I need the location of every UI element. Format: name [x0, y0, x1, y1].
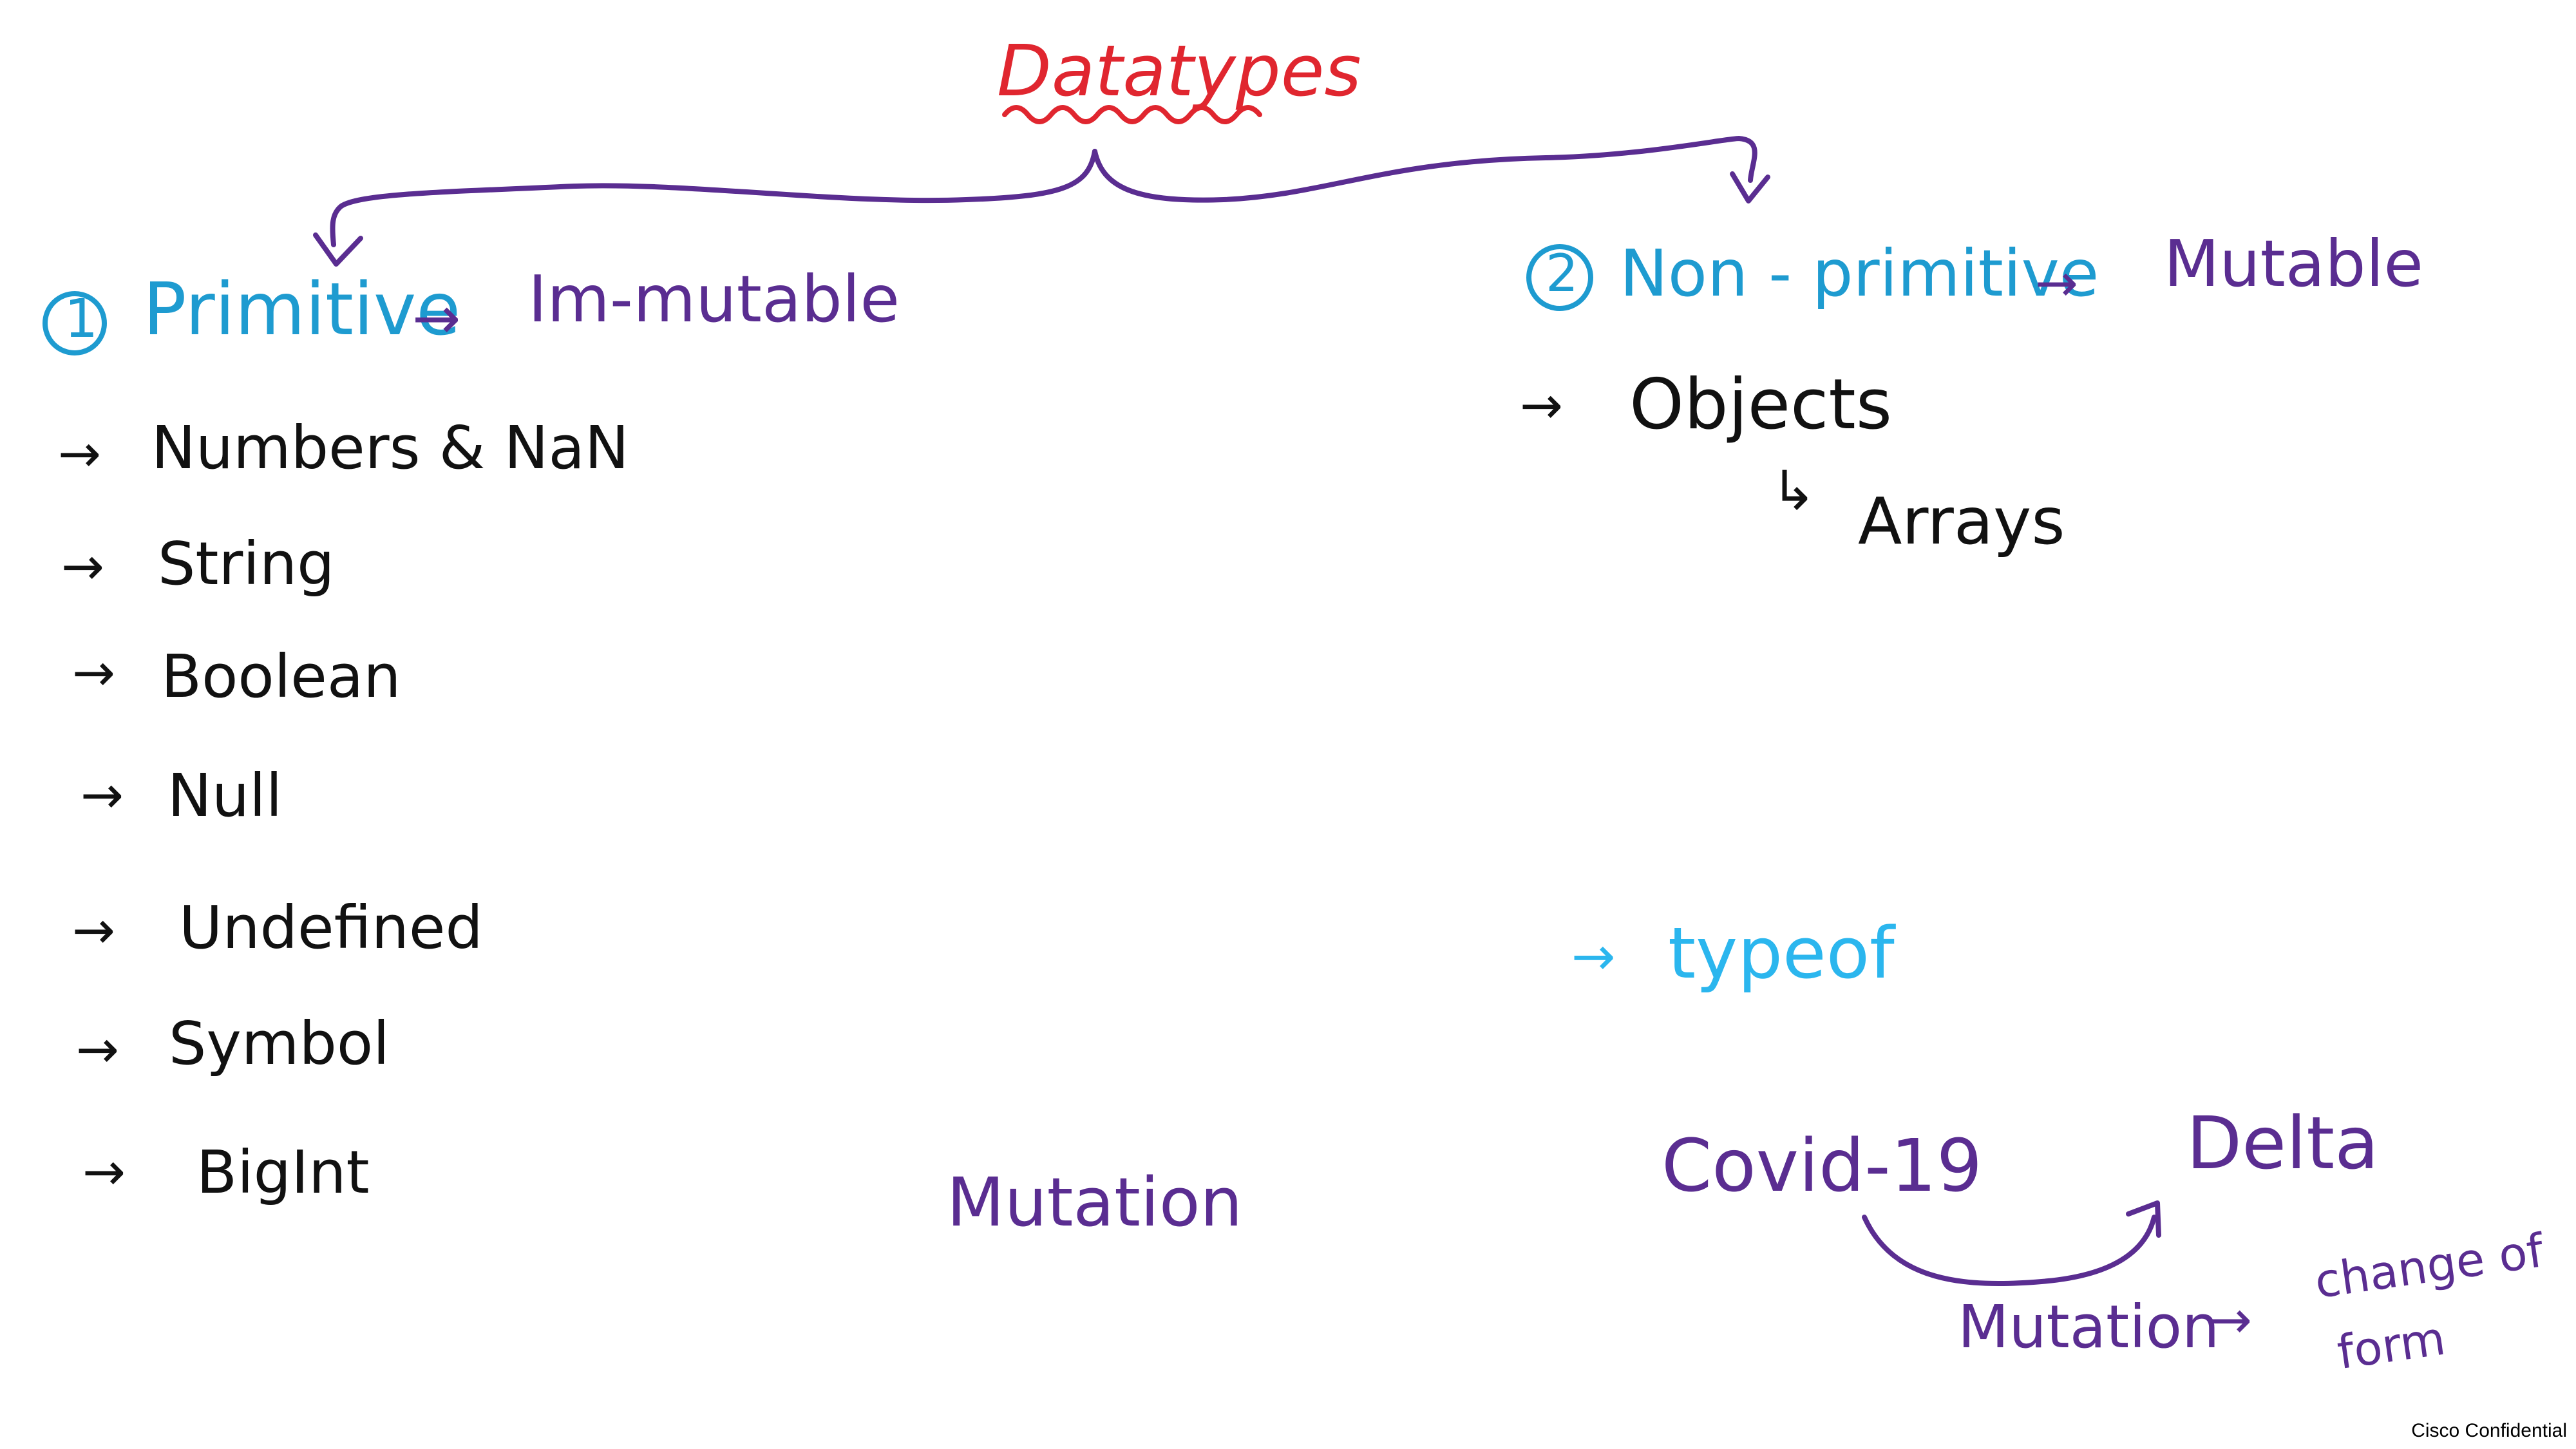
title-underline: [1002, 105, 1262, 124]
right-branch-arrowhead: [1730, 171, 1770, 204]
non-primitive-label: Non - primitive: [1620, 236, 2099, 311]
list-item-undefined: Undefined: [179, 893, 483, 962]
number-2-circle: [1526, 244, 1593, 311]
typeof-label: typeof: [1668, 912, 1895, 994]
list-item-symbol: Symbol: [169, 1009, 390, 1078]
list-arrow: →: [72, 643, 116, 703]
non-primitive-number: 2: [1546, 243, 1578, 303]
objects-arrow: →: [1520, 375, 1564, 435]
list-item-boolean: Boolean: [161, 642, 401, 711]
brace-left-branch: [330, 149, 1097, 247]
objects-label: Objects: [1629, 365, 1893, 445]
list-arrow: →: [58, 424, 102, 484]
example-mutation-label: Mutation: [1958, 1293, 2220, 1361]
list-arrow: →: [72, 900, 116, 960]
example-mutation-arrow: →: [2209, 1290, 2253, 1350]
example-to-delta: Delta: [2186, 1102, 2379, 1186]
non-primitive-property-mutable: Mutable: [2164, 226, 2423, 301]
list-arrow: →: [82, 1142, 126, 1202]
primitive-label: Primitive: [143, 268, 461, 352]
mutation-note: Mutation: [947, 1163, 1243, 1242]
primitive-arrow: →: [412, 285, 461, 352]
list-item-numbers: Numbers & NaN: [151, 413, 629, 482]
covid-to-delta-curve: [1862, 1215, 2157, 1287]
covid-to-delta-arrowhead: [2126, 1200, 2161, 1238]
list-arrow: →: [80, 765, 124, 825]
footer-confidential: Cisco Confidential: [2411, 1420, 2567, 1441]
non-primitive-arrow: →: [2035, 253, 2079, 313]
list-item-null: Null: [167, 761, 283, 830]
primitive-number: 1: [64, 289, 99, 350]
typeof-arrow: →: [1571, 926, 1616, 987]
number-1-circle: [43, 291, 107, 355]
example-definition-line2: form: [2334, 1311, 2449, 1380]
title-datatypes: Datatypes: [997, 30, 1361, 112]
list-item-string: String: [158, 529, 335, 598]
arrays-label: Arrays: [1858, 484, 2065, 559]
example-from-covid: Covid-19: [1662, 1124, 1983, 1208]
primitive-property-immutable: Im-mutable: [528, 261, 900, 337]
left-branch-arrowhead: [313, 232, 363, 267]
list-arrow: →: [61, 536, 105, 596]
list-arrow: →: [76, 1019, 120, 1079]
brace-right-branch: [1092, 135, 1757, 203]
arrays-hook-arrow: ↳: [1771, 459, 1817, 522]
list-item-bigint: BigInt: [196, 1138, 370, 1207]
